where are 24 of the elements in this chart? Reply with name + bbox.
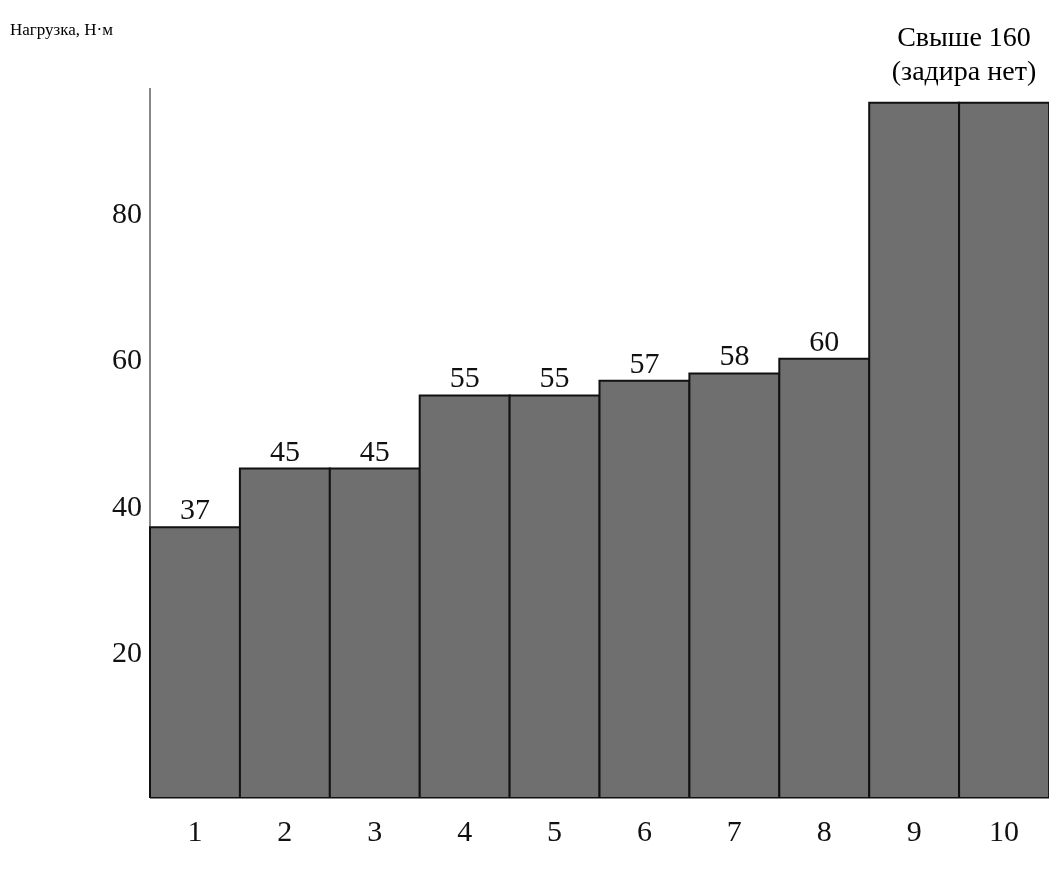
data-label: 45 [359,433,390,467]
x-tick-label: 1 [187,814,203,848]
x-tick-label: 7 [726,814,742,848]
x-tick-label: 2 [277,814,293,848]
y-tick-label: 60 [112,342,142,376]
y-axis-title: Нагрузка, Н·м [10,20,114,40]
x-tick-label: 5 [547,814,563,848]
x-tick-label: 8 [816,814,832,848]
x-tick-label: 3 [367,814,383,848]
data-label: 55 [539,360,570,394]
text: Свыше 160 (задира нет) [890,20,1038,88]
y-tick-label: 80 [112,196,142,230]
data-label: 58 [719,338,750,372]
data-label: 60 [809,323,840,357]
x-tick-label: 4 [457,814,473,848]
x-tick-label: 6 [636,814,652,848]
data-label: 57 [629,345,660,379]
data-label: 45 [269,433,300,467]
data-label: 37 [180,492,210,526]
x-tick-label: 9 [906,814,922,848]
y-tick-label: 40 [112,488,142,522]
x-tick-label: 10 [989,814,1020,848]
y-tick-label: 20 [112,635,142,669]
data-label: 55 [449,360,480,394]
